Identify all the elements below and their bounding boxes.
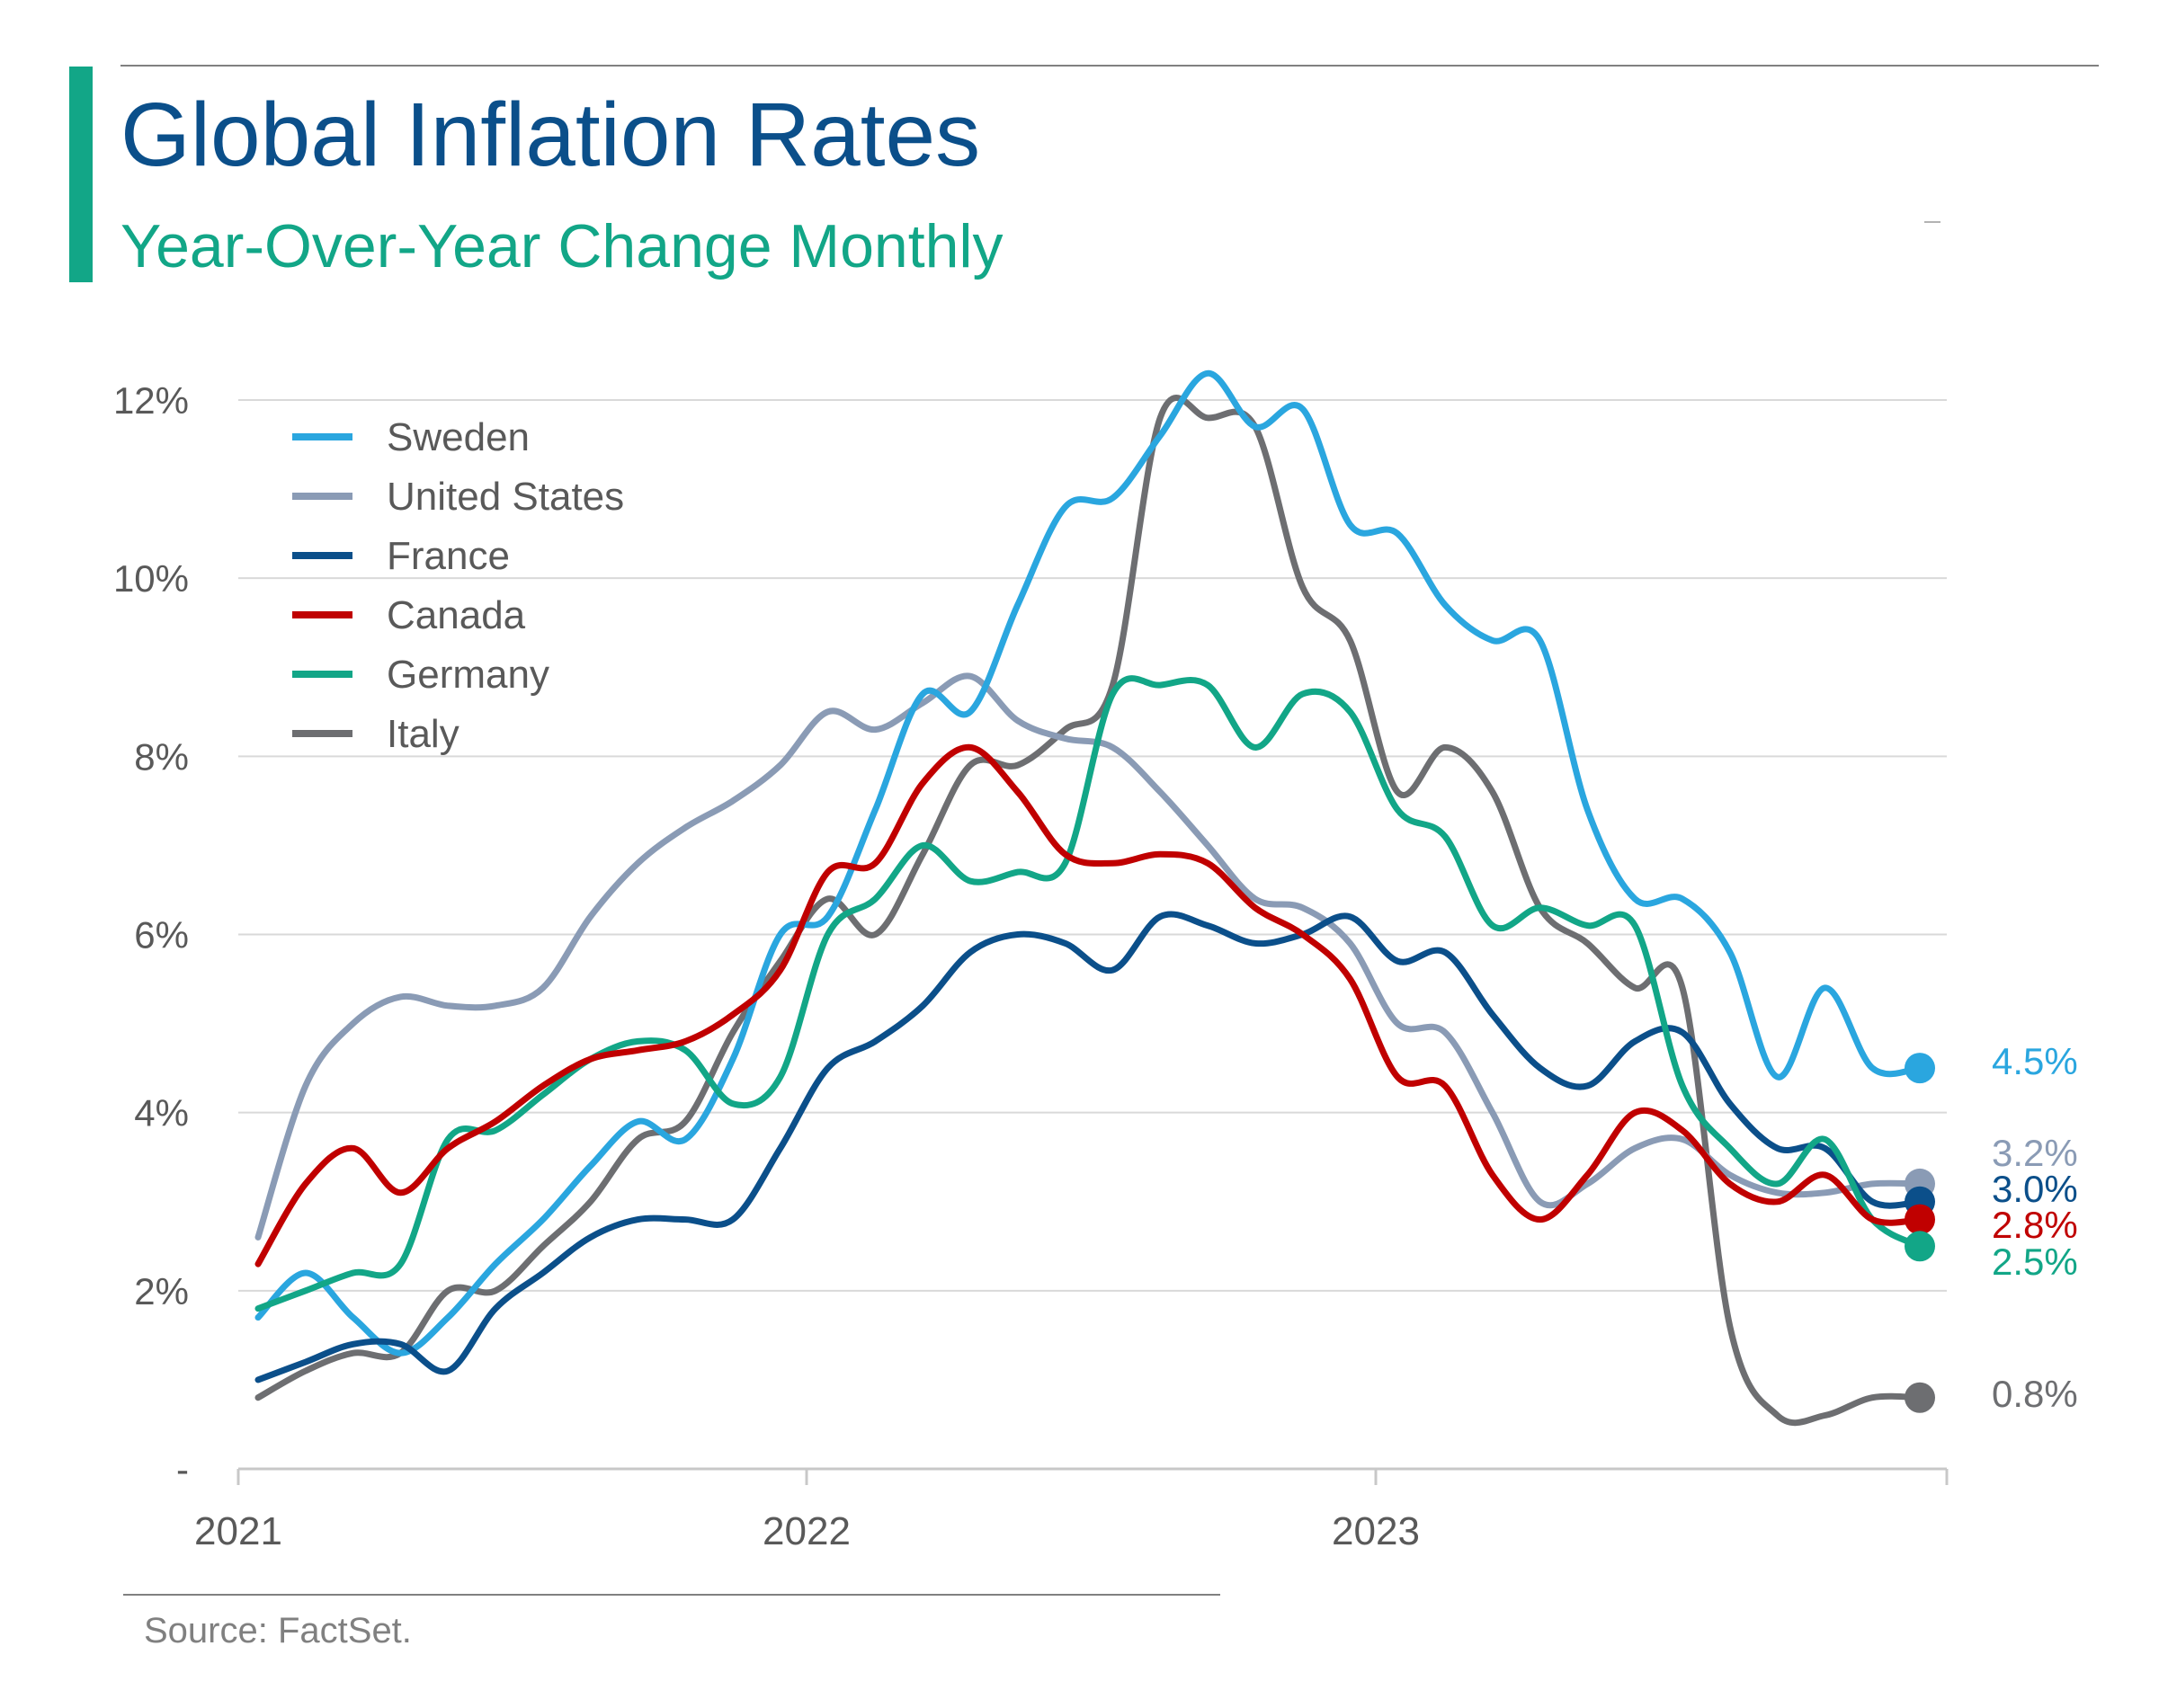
bottom-rule	[123, 1594, 1220, 1596]
legend-label: Germany	[387, 653, 549, 697]
end-marker	[1905, 1382, 1935, 1413]
y-tick-label: 8%	[134, 735, 189, 778]
top-rule	[120, 65, 2099, 67]
legend-label: Canada	[387, 593, 526, 637]
end-marker	[1905, 1204, 1935, 1235]
page-subtitle: Year-Over-Year Change Monthly	[120, 212, 1004, 280]
series-line-italy	[254, 395, 1923, 1427]
y-axis-ticks: - 2% 4% 6% 8% 10% 12%	[113, 379, 189, 1490]
end-value-label: 2.8%	[1992, 1204, 2078, 1246]
y-tick-label: 2%	[134, 1270, 189, 1312]
legend-label: Italy	[387, 712, 459, 756]
page-title: Global Inflation Rates	[120, 85, 981, 185]
decorative-dash	[1924, 221, 1940, 223]
x-tick-label: 2022	[763, 1509, 851, 1553]
end-marker	[1905, 1231, 1935, 1262]
legend: Sweden United States France Canada Germany It…	[292, 415, 624, 756]
series-line-canada	[254, 743, 1923, 1268]
legend-label: France	[387, 534, 510, 578]
end-value-label: 4.5%	[1992, 1040, 2078, 1082]
series-lines	[254, 369, 1923, 1427]
series-endpoints: 4.5% 3.2%3.0%2.8%2.5% 0.8%	[1905, 1040, 2078, 1415]
end-value-label: 0.8%	[1992, 1373, 2078, 1415]
x-axis-ticks: 2021 2022 2023	[194, 1469, 1949, 1553]
x-tick-label: 2021	[194, 1509, 282, 1553]
series-line-france	[254, 911, 1923, 1383]
series-line-germany	[254, 675, 1923, 1312]
y-tick-label: 10%	[113, 557, 189, 600]
y-tick-label: 6%	[134, 914, 189, 956]
end-value-label: 3.2%	[1992, 1132, 2078, 1174]
series-line-united-states	[254, 672, 1923, 1241]
legend-label: Sweden	[387, 415, 530, 459]
x-tick-label: 2023	[1332, 1509, 1420, 1553]
y-tick-label: 4%	[134, 1092, 189, 1134]
series-line-sweden	[254, 369, 1923, 1357]
y-tick-label: -	[176, 1448, 189, 1490]
accent-bar	[69, 67, 93, 282]
end-marker	[1905, 1053, 1935, 1084]
y-tick-label: 12%	[113, 379, 189, 422]
end-value-label: 3.0%	[1992, 1168, 2078, 1210]
end-value-label: 2.5%	[1992, 1241, 2078, 1283]
legend-label: United States	[387, 475, 624, 519]
source-note: Source: FactSet.	[144, 1611, 412, 1650]
